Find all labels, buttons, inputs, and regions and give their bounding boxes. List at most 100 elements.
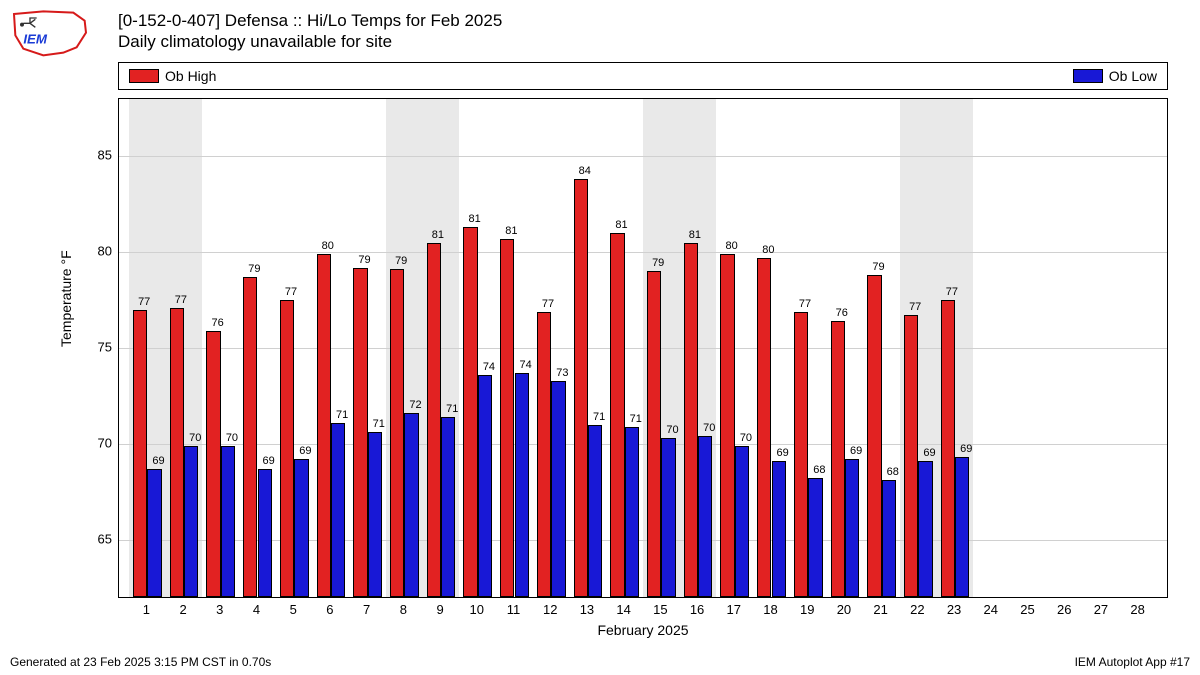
bar-value-label: 81 (689, 229, 701, 241)
footer-generated: Generated at 23 Feb 2025 3:15 PM CST in … (10, 655, 271, 669)
bar-low (735, 446, 749, 597)
bar-value-label: 70 (189, 432, 201, 444)
bar-low (698, 436, 712, 597)
xtick-label: 23 (947, 602, 961, 617)
bar-high (647, 271, 661, 597)
xtick-label: 20 (837, 602, 851, 617)
xtick-label: 16 (690, 602, 704, 617)
bar-high (243, 277, 257, 597)
bar-value-label: 76 (212, 317, 224, 329)
bar-high (427, 243, 441, 597)
bar-low (772, 461, 786, 597)
bar-value-label: 71 (630, 413, 642, 425)
bar-high (831, 321, 845, 597)
bar-low (882, 480, 896, 597)
x-axis-label: February 2025 (118, 622, 1168, 638)
xtick-label: 14 (616, 602, 630, 617)
xtick-label: 15 (653, 602, 667, 617)
bar-low (258, 469, 272, 597)
bar-value-label: 68 (887, 466, 899, 478)
bar-low (955, 457, 969, 597)
bar-high (537, 312, 551, 597)
bar-low (918, 461, 932, 597)
xtick-label: 7 (363, 602, 370, 617)
bar-value-label: 69 (152, 455, 164, 467)
xtick-label: 9 (436, 602, 443, 617)
bar-high (280, 300, 294, 597)
xtick-label: 25 (1020, 602, 1034, 617)
bar-value-label: 77 (542, 298, 554, 310)
bar-value-label: 79 (358, 254, 370, 266)
bar-low (588, 425, 602, 597)
bar-low (661, 438, 675, 597)
title-line2: Daily climatology unavailable for site (118, 31, 502, 52)
bar-low (625, 427, 639, 597)
legend: Ob High Ob Low (118, 62, 1168, 90)
bar-value-label: 77 (909, 301, 921, 313)
xtick-label: 28 (1130, 602, 1144, 617)
bar-high (757, 258, 771, 597)
xtick-label: 1 (143, 602, 150, 617)
footer-app: IEM Autoplot App #17 (1075, 655, 1190, 669)
bar-value-label: 81 (505, 225, 517, 237)
bar-high (867, 275, 881, 597)
bar-low (294, 459, 308, 597)
bar-value-label: 71 (446, 403, 458, 415)
bar-value-label: 69 (299, 445, 311, 457)
bar-low (845, 459, 859, 597)
legend-label-low: Ob Low (1109, 68, 1157, 84)
bar-value-label: 80 (726, 240, 738, 252)
bar-high (317, 254, 331, 597)
xtick-label: 13 (580, 602, 594, 617)
xtick-label: 18 (763, 602, 777, 617)
xtick-label: 19 (800, 602, 814, 617)
bar-value-label: 72 (409, 399, 421, 411)
bar-value-label: 71 (593, 411, 605, 423)
bar-high (904, 315, 918, 597)
bar-value-label: 76 (836, 307, 848, 319)
bar-value-label: 79 (652, 257, 664, 269)
bar-value-label: 70 (703, 422, 715, 434)
bar-value-label: 70 (740, 432, 752, 444)
chart-container: Ob High Ob Low Temperature °F 7777767977… (118, 62, 1168, 622)
bar-value-label: 69 (263, 455, 275, 467)
bar-high (941, 300, 955, 597)
bar-value-label: 74 (483, 361, 495, 373)
xtick-label: 12 (543, 602, 557, 617)
bar-value-label: 77 (946, 286, 958, 298)
bar-low (441, 417, 455, 597)
bar-high (610, 233, 624, 597)
bar-high (684, 243, 698, 597)
legend-item-high: Ob High (129, 68, 216, 84)
xtick-label: 17 (727, 602, 741, 617)
bar-value-label: 68 (813, 464, 825, 476)
xtick-label: 4 (253, 602, 260, 617)
xtick-label: 5 (290, 602, 297, 617)
bar-high (720, 254, 734, 597)
bar-value-label: 79 (395, 255, 407, 267)
bar-high (206, 331, 220, 597)
xtick-label: 26 (1057, 602, 1071, 617)
ytick-label: 85 (98, 148, 112, 163)
xtick-label: 8 (400, 602, 407, 617)
plot-area: 7777767977807979818181778481798180807776… (118, 98, 1168, 598)
gridline (119, 348, 1167, 349)
bar-high (500, 239, 514, 597)
gridline (119, 540, 1167, 541)
bar-low (147, 469, 161, 597)
bar-high (794, 312, 808, 597)
bar-value-label: 69 (850, 445, 862, 457)
bar-high (133, 310, 147, 597)
chart-title: [0-152-0-407] Defensa :: Hi/Lo Temps for… (118, 10, 502, 53)
bar-value-label: 69 (777, 447, 789, 459)
bar-value-label: 79 (872, 261, 884, 273)
xtick-label: 27 (1094, 602, 1108, 617)
bar-value-label: 80 (762, 244, 774, 256)
gridline (119, 252, 1167, 253)
bar-high (170, 308, 184, 597)
bar-value-label: 77 (175, 294, 187, 306)
bar-value-label: 77 (138, 296, 150, 308)
bar-high (463, 227, 477, 597)
xtick-label: 2 (179, 602, 186, 617)
xtick-label: 10 (470, 602, 484, 617)
